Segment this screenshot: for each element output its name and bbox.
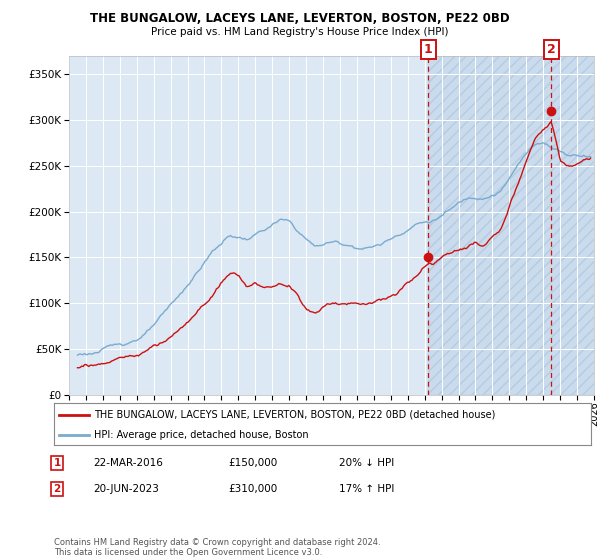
Text: 1: 1 [53, 458, 61, 468]
Text: 20-JUN-2023: 20-JUN-2023 [93, 484, 159, 494]
Text: 20% ↓ HPI: 20% ↓ HPI [339, 458, 394, 468]
Text: THE BUNGALOW, LACEYS LANE, LEVERTON, BOSTON, PE22 0BD (detached house): THE BUNGALOW, LACEYS LANE, LEVERTON, BOS… [94, 409, 496, 419]
Text: 2: 2 [53, 484, 61, 494]
Text: Price paid vs. HM Land Registry's House Price Index (HPI): Price paid vs. HM Land Registry's House … [151, 27, 449, 37]
Text: 22-MAR-2016: 22-MAR-2016 [93, 458, 163, 468]
Text: 2: 2 [547, 43, 556, 56]
Text: Contains HM Land Registry data © Crown copyright and database right 2024.
This d: Contains HM Land Registry data © Crown c… [54, 538, 380, 557]
Text: £310,000: £310,000 [228, 484, 277, 494]
Text: £150,000: £150,000 [228, 458, 277, 468]
Text: 17% ↑ HPI: 17% ↑ HPI [339, 484, 394, 494]
Text: THE BUNGALOW, LACEYS LANE, LEVERTON, BOSTON, PE22 0BD: THE BUNGALOW, LACEYS LANE, LEVERTON, BOS… [90, 12, 510, 25]
Text: HPI: Average price, detached house, Boston: HPI: Average price, detached house, Bost… [94, 430, 309, 440]
Bar [428, 56, 600, 395]
Text: 1: 1 [424, 43, 433, 56]
